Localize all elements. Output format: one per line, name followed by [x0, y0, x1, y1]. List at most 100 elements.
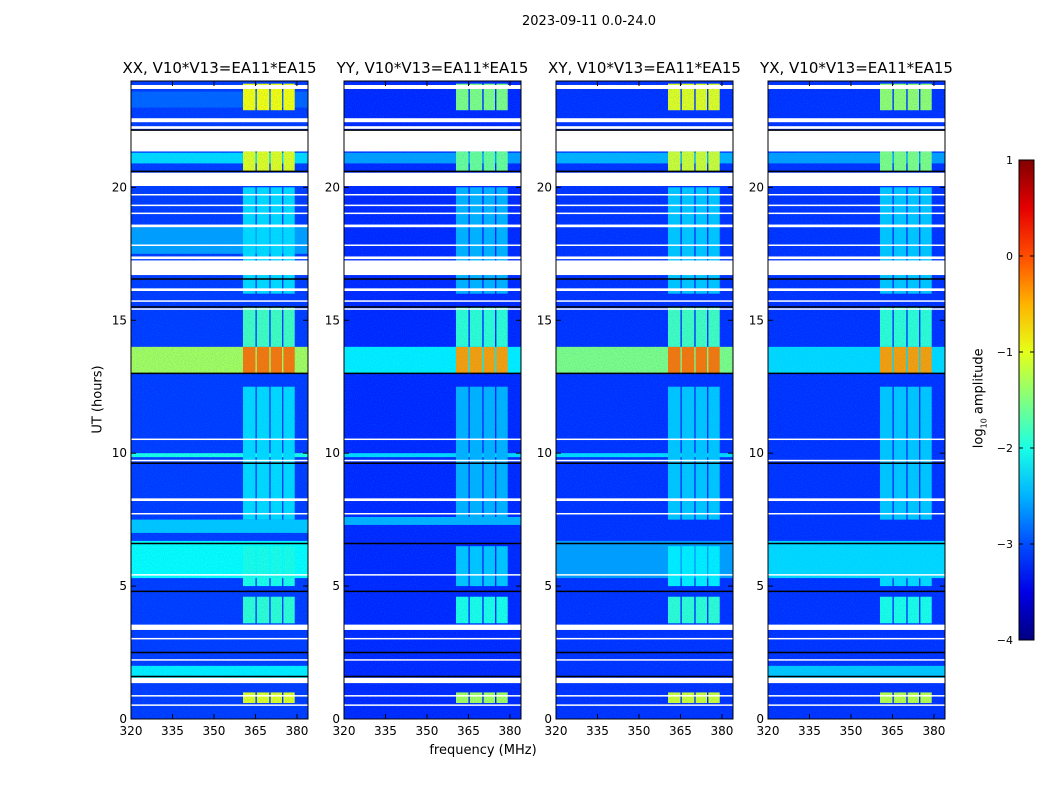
flagged-band	[344, 130, 521, 152]
flagged-band	[768, 126, 945, 129]
flagged-band	[344, 172, 521, 187]
flagged-band	[344, 512, 521, 515]
flagged-band	[556, 256, 733, 260]
y-tick-label: 10	[112, 446, 127, 460]
panel-frame	[343, 80, 522, 720]
flagged-band	[344, 459, 521, 462]
panel-2: XY, V10*V13=EA11*EA15 320 335 350 365 380 0 5 10…	[537, 59, 741, 738]
flagged-band	[556, 212, 733, 215]
flagged-band	[131, 695, 308, 697]
flagged-band	[344, 637, 521, 640]
flagged-band	[344, 438, 521, 441]
flagged-band	[556, 677, 733, 684]
flagged-band	[556, 244, 733, 246]
colorbar-gradient	[1018, 159, 1035, 641]
x-tick-label: 320	[120, 724, 143, 738]
flagged-band	[131, 204, 308, 207]
y-tick-label: 10	[749, 446, 764, 460]
x-tick-label: 380	[922, 724, 945, 738]
flagged-band	[131, 574, 308, 576]
flagged-band	[556, 574, 733, 576]
flagged-band	[131, 84, 308, 89]
noise-texture	[768, 81, 945, 719]
flagged-band	[768, 204, 945, 207]
flagged-band	[768, 224, 945, 228]
flagged-band	[768, 256, 945, 260]
flagged-band	[556, 84, 733, 89]
flagged-band	[344, 256, 521, 260]
y-tick-label: 20	[325, 180, 340, 194]
flagged-band	[344, 659, 521, 661]
flagged-band	[131, 130, 308, 152]
flagged-band	[131, 224, 308, 228]
y-tick-label: 0	[756, 712, 764, 726]
colorbar-tick-label: −1	[997, 346, 1013, 359]
heatmap	[344, 81, 521, 719]
flagged-band	[556, 459, 733, 462]
flagged-band	[131, 172, 308, 187]
flagged-band	[556, 498, 733, 502]
flagged-band	[556, 126, 733, 129]
flagged-band	[768, 704, 945, 706]
y-tick-label: 15	[749, 313, 764, 327]
flagged-band	[344, 224, 521, 228]
x-axis-label: frequency (MHz)	[429, 743, 537, 758]
flagged-band	[131, 126, 308, 129]
x-tick-label: 320	[333, 724, 356, 738]
x-tick-label: 350	[628, 724, 651, 738]
flagged-band	[768, 498, 945, 502]
flagged-band	[556, 204, 733, 207]
flagged-band	[556, 637, 733, 640]
y-tick-label: 5	[332, 579, 340, 593]
panel-title: YY, V10*V13=EA11*EA15	[336, 59, 529, 77]
colorbar-tick-label: −2	[997, 442, 1013, 455]
x-tick-label: 335	[161, 724, 184, 738]
x-tick-label: 380	[710, 724, 733, 738]
colorbar-tick-label: 0	[1006, 250, 1013, 263]
flagged-band	[556, 300, 733, 302]
flagged-band	[131, 659, 308, 661]
flagged-band	[768, 637, 945, 640]
x-tick-label: 365	[457, 724, 480, 738]
flagged-band	[768, 574, 945, 576]
flagged-band	[344, 118, 521, 123]
colorbar-tick-label: −3	[997, 538, 1013, 551]
flagged-band	[344, 574, 521, 576]
figure-title: 2023-09-11 0.0-24.0	[522, 14, 656, 29]
flagged-band	[344, 704, 521, 706]
x-tick-label: 380	[285, 724, 308, 738]
flagged-band	[131, 498, 308, 502]
flagged-band	[131, 288, 308, 292]
flagged-band	[768, 118, 945, 123]
flagged-band	[344, 212, 521, 215]
noise-texture	[131, 81, 308, 719]
flagged-band	[556, 224, 733, 228]
y-tick-label: 5	[544, 579, 552, 593]
flagged-band	[344, 193, 521, 196]
x-tick-label: 365	[881, 724, 904, 738]
heatmap	[131, 81, 308, 719]
flagged-band	[131, 212, 308, 215]
panel-title: XX, V10*V13=EA11*EA15	[122, 59, 316, 77]
noise-texture	[344, 81, 521, 719]
y-tick-label: 20	[749, 180, 764, 194]
flagged-band	[131, 300, 308, 302]
x-tick-label: 350	[203, 724, 226, 738]
colorbar-tick-label: −4	[997, 634, 1013, 647]
flagged-band	[556, 308, 733, 310]
x-tick-label: 335	[798, 724, 821, 738]
flagged-band	[344, 300, 521, 302]
flagged-band	[344, 260, 521, 276]
x-tick-label: 320	[545, 724, 568, 738]
flagged-band	[556, 695, 733, 697]
flagged-band	[131, 624, 308, 630]
flagged-band	[768, 438, 945, 441]
panel-frame	[130, 80, 309, 720]
x-tick-label: 350	[840, 724, 863, 738]
flagged-band	[556, 172, 733, 187]
flagged-band	[556, 118, 733, 123]
flagged-band	[768, 193, 945, 196]
flagged-band	[768, 659, 945, 661]
flagged-band	[768, 84, 945, 89]
